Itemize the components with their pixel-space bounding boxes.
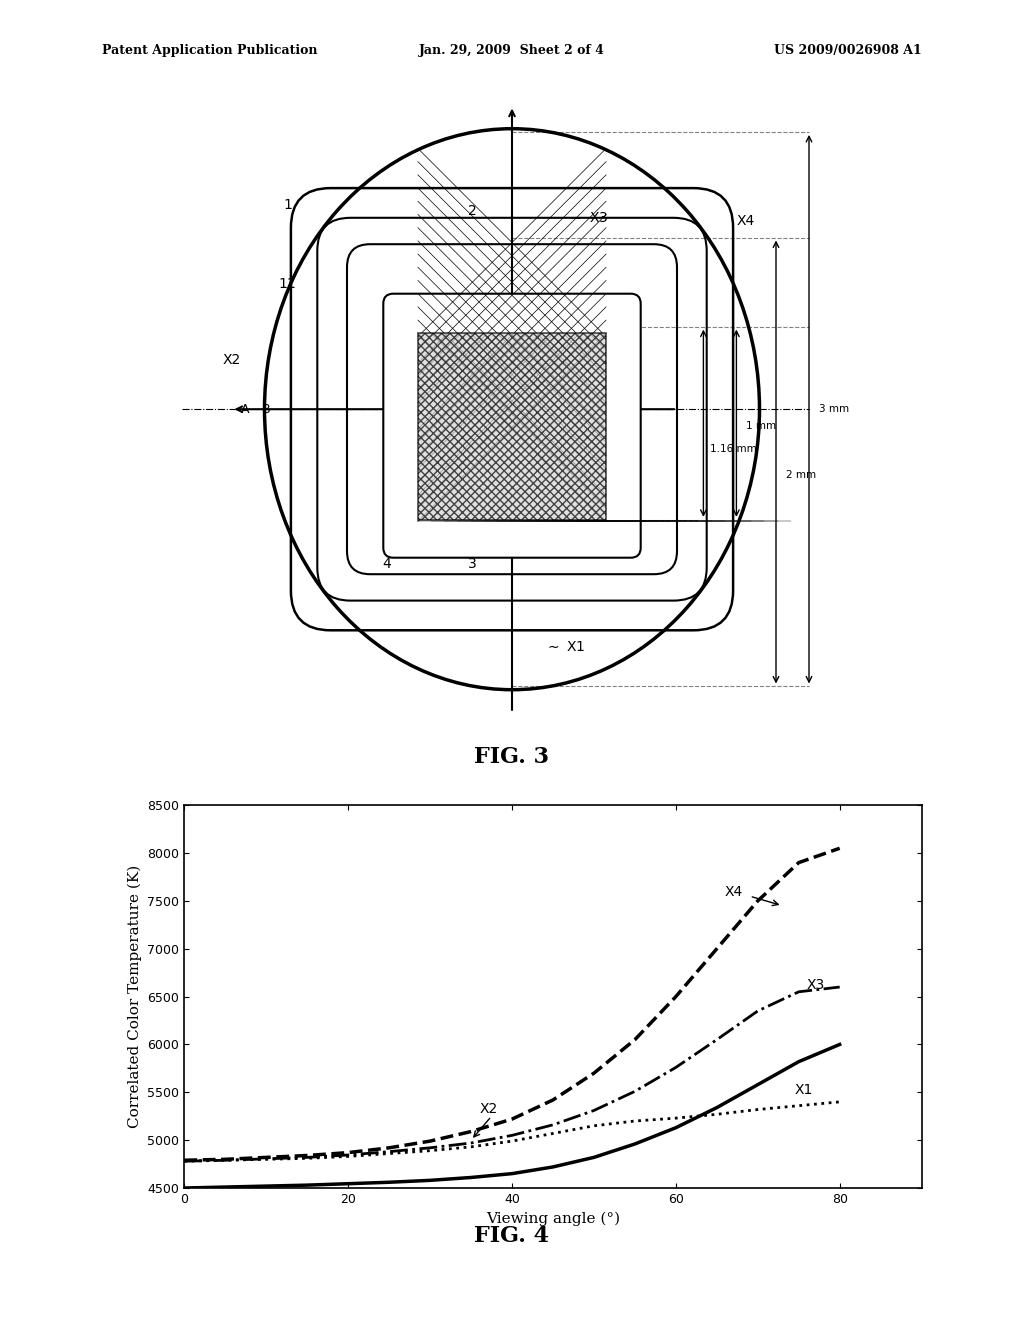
Text: X3: X3	[807, 978, 825, 991]
Text: Jan. 29, 2009  Sheet 2 of 4: Jan. 29, 2009 Sheet 2 of 4	[419, 44, 605, 57]
Text: 3 mm: 3 mm	[819, 404, 849, 414]
Text: X2: X2	[222, 352, 241, 367]
Text: X4: X4	[736, 214, 755, 228]
Text: Patent Application Publication: Patent Application Publication	[102, 44, 317, 57]
Text: 4: 4	[382, 557, 391, 572]
Text: $\sim$ X1: $\sim$ X1	[545, 640, 586, 653]
Text: 1: 1	[284, 198, 292, 211]
Bar	[418, 334, 606, 521]
Bar	[418, 333, 606, 520]
Text: $\sim$ X3: $\sim$ X3	[568, 211, 608, 224]
Text: 1.16 mm: 1.16 mm	[710, 444, 757, 454]
Text: 3: 3	[468, 557, 477, 572]
X-axis label: Viewing angle (°): Viewing angle (°)	[486, 1212, 620, 1226]
Y-axis label: Correlated Color Temperature (K): Correlated Color Temperature (K)	[128, 865, 142, 1129]
Text: 1 mm: 1 mm	[746, 421, 776, 430]
Text: A - B: A - B	[242, 403, 271, 416]
Text: X4: X4	[725, 886, 743, 899]
Text: X2: X2	[479, 1102, 498, 1117]
Text: US 2009/0026908 A1: US 2009/0026908 A1	[774, 44, 922, 57]
Text: 2 mm: 2 mm	[785, 470, 816, 480]
Text: 2: 2	[468, 205, 477, 218]
Text: X1: X1	[795, 1084, 813, 1097]
FancyBboxPatch shape	[383, 294, 641, 557]
Text: 11: 11	[279, 277, 297, 290]
Text: FIG. 4: FIG. 4	[474, 1225, 550, 1247]
Text: FIG. 3: FIG. 3	[474, 746, 550, 768]
